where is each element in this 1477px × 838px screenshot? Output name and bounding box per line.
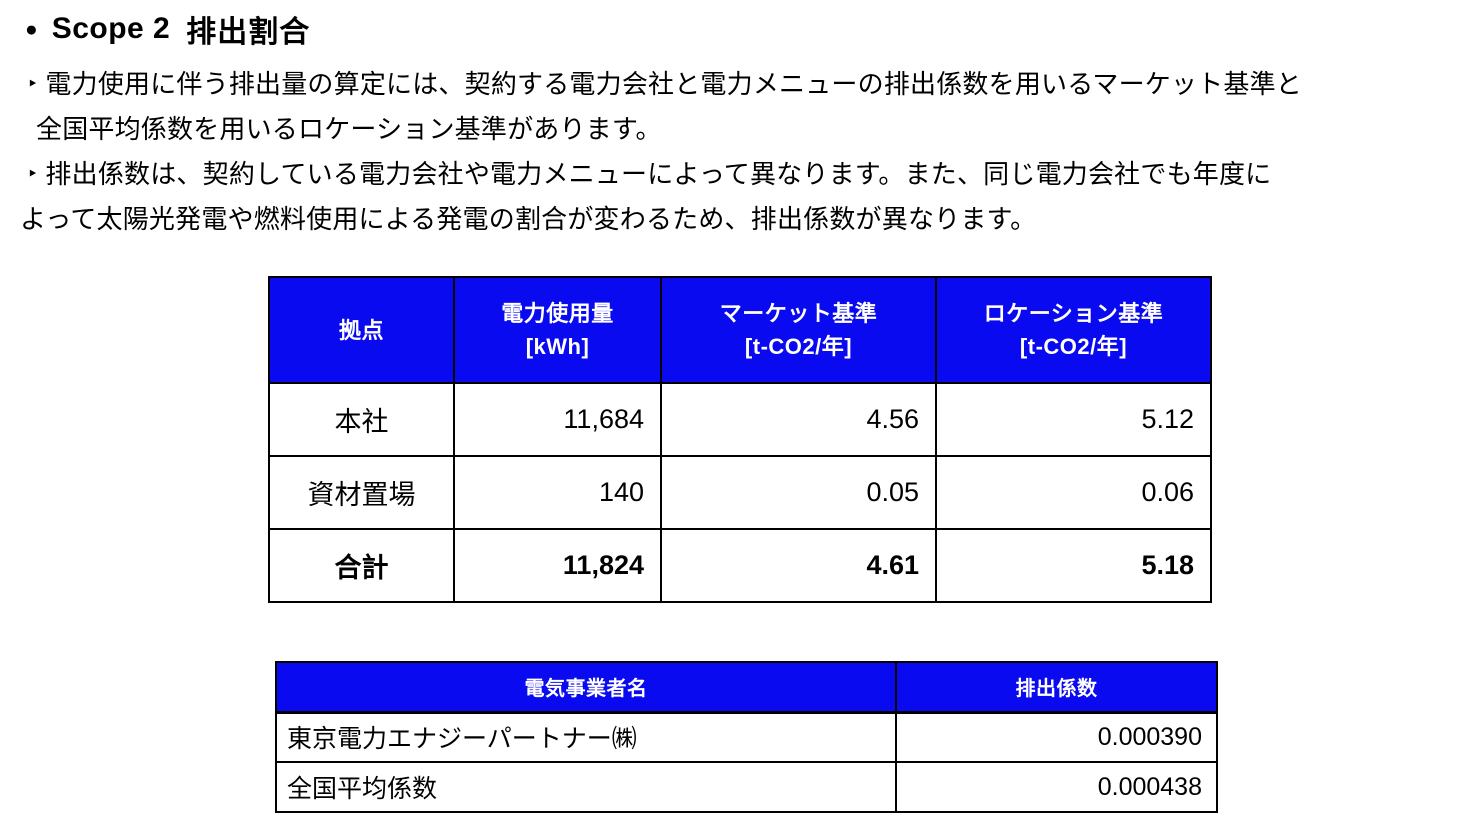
kwh-value-cell: 11,684 xyxy=(453,382,662,457)
intro-paragraph1-line2: 全国平均係数を用いるロケーション基準があります。 xyxy=(36,109,662,146)
column-header-provider-name: 電気事業者名 xyxy=(275,661,897,714)
intro-paragraph2-line1: ‣ 排出係数は、契約している電力会社や電力メニューによって異なります。また、同じ電… xyxy=(27,154,1271,191)
table-row-honsha: 本社 11,684 4.56 5.12 xyxy=(268,382,1212,457)
table-row-shizai-okiba: 資材置場 140 0.05 0.06 xyxy=(268,455,1212,530)
emissions-table: 拠点 電力使用量 [kWh] マーケット基準 [t-CO2/年] ロケーション基… xyxy=(268,276,1212,603)
section-title: ● Scope 2 排出割合 xyxy=(25,7,310,51)
location-value-cell: 0.06 xyxy=(935,455,1212,530)
coefficient-value-cell: 0.000390 xyxy=(895,711,1218,763)
column-header-market-basis: マーケット基準 [t-CO2/年] xyxy=(660,276,937,384)
table-row-total: 合計 11,824 4.61 5.18 xyxy=(268,528,1212,603)
column-header-location-basis: ロケーション基準 [t-CO2/年] xyxy=(935,276,1212,384)
kwh-value-cell: 140 xyxy=(453,455,662,530)
intro-text: よって太陽光発電や燃料使用による発電の割合が変わるため、排出係数が異なります。 xyxy=(20,204,1037,234)
market-value-cell: 0.05 xyxy=(660,455,937,530)
triangle-bullet-icon: ‣ xyxy=(27,74,39,95)
section-title-japanese-label: 排出割合 xyxy=(186,16,311,49)
total-label-cell: 合計 xyxy=(268,528,455,603)
table-row-national-average: 全国平均係数 0.000438 xyxy=(275,761,1218,813)
coefficient-table-header-row: 電気事業者名 排出係数 xyxy=(275,661,1218,714)
site-name-cell: 資材置場 xyxy=(268,455,455,530)
intro-paragraph1-line1: ‣ 電力使用に伴う排出量の算定には、契約する電力会社と電力メニューの排出係数を用い… xyxy=(27,64,1302,101)
section-title-scope-label: Scope 2 xyxy=(51,12,171,45)
location-value-cell: 5.12 xyxy=(935,382,1212,457)
intro-text: 排出係数は、契約している電力会社や電力メニューによって異なります。また、同じ電力… xyxy=(45,159,1272,189)
column-header-site: 拠点 xyxy=(268,276,455,384)
column-header-emission-coefficient: 排出係数 xyxy=(895,661,1218,714)
coefficient-value-cell: 0.000438 xyxy=(895,761,1218,813)
total-location-cell: 5.18 xyxy=(935,528,1212,603)
emissions-table-header-row: 拠点 電力使用量 [kWh] マーケット基準 [t-CO2/年] ロケーション基… xyxy=(268,276,1212,384)
total-market-cell: 4.61 xyxy=(660,528,937,603)
circle-bullet-icon: ● xyxy=(25,18,38,41)
provider-name-cell: 東京電力エナジーパートナー㈱ xyxy=(275,711,897,763)
intro-paragraph2-line2: よって太陽光発電や燃料使用による発電の割合が変わるため、排出係数が異なります。 xyxy=(20,199,1036,236)
coefficient-table: 電気事業者名 排出係数 東京電力エナジーパートナー㈱ 0.000390 全国平均… xyxy=(275,661,1218,813)
site-name-cell: 本社 xyxy=(268,382,455,457)
provider-name-cell: 全国平均係数 xyxy=(275,761,897,813)
market-value-cell: 4.56 xyxy=(660,382,937,457)
column-header-power-usage: 電力使用量 [kWh] xyxy=(453,276,662,384)
intro-text: 電力使用に伴う排出量の算定には、契約する電力会社と電力メニューの排出係数を用いる… xyxy=(45,69,1302,99)
triangle-bullet-icon: ‣ xyxy=(27,164,39,185)
table-row-tepco: 東京電力エナジーパートナー㈱ 0.000390 xyxy=(275,711,1218,763)
total-kwh-cell: 11,824 xyxy=(453,528,662,603)
intro-text: 全国平均係数を用いるロケーション基準があります。 xyxy=(36,114,662,144)
